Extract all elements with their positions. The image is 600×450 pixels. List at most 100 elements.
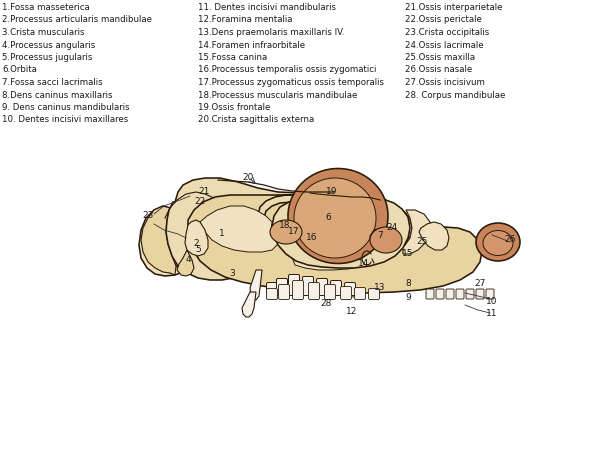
Text: 25: 25 [416,238,428,247]
FancyBboxPatch shape [278,284,290,300]
Text: 27.Ossis incisivum: 27.Ossis incisivum [405,78,485,87]
Text: 6.Orbita: 6.Orbita [2,66,37,75]
Text: 28: 28 [320,300,332,309]
FancyBboxPatch shape [368,288,380,300]
Text: 3: 3 [229,270,235,279]
Polygon shape [185,220,208,256]
Text: 2.Processus articularis mandibulae: 2.Processus articularis mandibulae [2,15,152,24]
FancyBboxPatch shape [289,274,299,296]
Text: 10. Dentes incisivi maxillares: 10. Dentes incisivi maxillares [2,116,128,125]
Text: 14: 14 [358,260,370,269]
Text: 12: 12 [346,306,358,315]
Text: 17.Processus zygomaticus ossis temporalis: 17.Processus zygomaticus ossis temporali… [198,78,384,87]
FancyBboxPatch shape [426,289,434,299]
FancyBboxPatch shape [317,279,328,296]
Ellipse shape [270,220,302,244]
Text: 20: 20 [242,174,254,183]
FancyBboxPatch shape [436,289,444,299]
Text: 9: 9 [405,292,411,302]
Polygon shape [177,250,194,276]
Text: 8: 8 [405,279,411,288]
Polygon shape [139,206,183,276]
Text: 7.Fossa sacci lacrimalis: 7.Fossa sacci lacrimalis [2,78,103,87]
Text: 16: 16 [306,233,318,242]
FancyBboxPatch shape [466,289,474,299]
Text: 28. Corpus mandibulae: 28. Corpus mandibulae [405,90,505,99]
Ellipse shape [294,178,376,258]
Text: 19.Ossis frontale: 19.Ossis frontale [198,103,271,112]
Text: 21.Ossis interparietale: 21.Ossis interparietale [405,3,503,12]
Polygon shape [280,202,412,270]
FancyBboxPatch shape [355,288,365,300]
FancyBboxPatch shape [293,280,304,300]
Ellipse shape [476,223,520,261]
Text: 17: 17 [288,228,300,237]
FancyBboxPatch shape [308,283,320,300]
Text: 11. Dentes incisivi mandibularis: 11. Dentes incisivi mandibularis [198,3,336,12]
Text: 1.Fossa masseterica: 1.Fossa masseterica [2,3,90,12]
Polygon shape [403,210,430,254]
Text: 9. Dens caninus mandibularis: 9. Dens caninus mandibularis [2,103,130,112]
FancyBboxPatch shape [302,276,314,296]
FancyBboxPatch shape [344,283,355,296]
Ellipse shape [288,168,388,264]
Text: 4: 4 [185,256,191,265]
FancyBboxPatch shape [456,289,464,299]
Text: 18.Processus muscularis mandibulae: 18.Processus muscularis mandibulae [198,90,358,99]
Text: 5: 5 [195,246,201,255]
Text: 18: 18 [279,221,291,230]
Text: 12.Foramina mentalia: 12.Foramina mentalia [198,15,293,24]
Text: 3.Crista muscularis: 3.Crista muscularis [2,28,85,37]
Text: 15.Fossa canina: 15.Fossa canina [198,53,267,62]
Text: 16.Processus temporalis ossis zygomatici: 16.Processus temporalis ossis zygomatici [198,66,376,75]
FancyBboxPatch shape [331,280,341,296]
Polygon shape [188,195,482,293]
FancyBboxPatch shape [325,284,335,300]
Text: 10: 10 [486,297,498,306]
FancyBboxPatch shape [266,288,277,300]
Text: 19: 19 [326,188,338,197]
Ellipse shape [483,230,513,256]
Text: 26: 26 [505,235,515,244]
Text: 13: 13 [374,284,386,292]
FancyBboxPatch shape [266,283,277,296]
Text: 24: 24 [386,224,398,233]
Text: 5.Processus jugularis: 5.Processus jugularis [2,53,92,62]
Text: 15: 15 [402,249,414,258]
Text: 1: 1 [219,230,225,238]
FancyBboxPatch shape [277,279,287,296]
Text: 11: 11 [486,309,498,318]
Text: 13.Dens praemolaris maxillaris IV.: 13.Dens praemolaris maxillaris IV. [198,28,344,37]
Text: 8.Dens caninus maxillaris: 8.Dens caninus maxillaris [2,90,113,99]
FancyBboxPatch shape [476,289,484,299]
Polygon shape [166,178,415,280]
FancyBboxPatch shape [341,287,352,300]
Text: 24.Ossis lacrimale: 24.Ossis lacrimale [405,40,484,50]
Text: 27: 27 [475,279,485,288]
Text: 14.Foramen infraorbitale: 14.Foramen infraorbitale [198,40,305,50]
Text: 23: 23 [142,212,154,220]
Ellipse shape [345,287,359,297]
Polygon shape [200,206,278,252]
Text: 22: 22 [194,198,206,207]
Text: 7: 7 [377,231,383,240]
Text: 2: 2 [193,238,199,248]
Polygon shape [250,270,262,300]
FancyBboxPatch shape [446,289,454,299]
Text: 20.Crista sagittalis externa: 20.Crista sagittalis externa [198,116,314,125]
Polygon shape [370,228,397,252]
FancyBboxPatch shape [486,289,494,299]
Text: 23.Crista occipitalis: 23.Crista occipitalis [405,28,489,37]
Polygon shape [272,218,388,244]
Text: 25.Ossis maxilla: 25.Ossis maxilla [405,53,475,62]
Ellipse shape [370,227,402,253]
Polygon shape [272,197,410,268]
Text: 21: 21 [199,188,209,197]
Text: 6: 6 [325,213,331,222]
Polygon shape [242,292,256,317]
Polygon shape [141,206,176,275]
Text: 4.Processus angularis: 4.Processus angularis [2,40,95,50]
Text: 26.Ossis nasale: 26.Ossis nasale [405,66,472,75]
Text: 22.Ossis perictale: 22.Ossis perictale [405,15,482,24]
Polygon shape [419,222,449,250]
